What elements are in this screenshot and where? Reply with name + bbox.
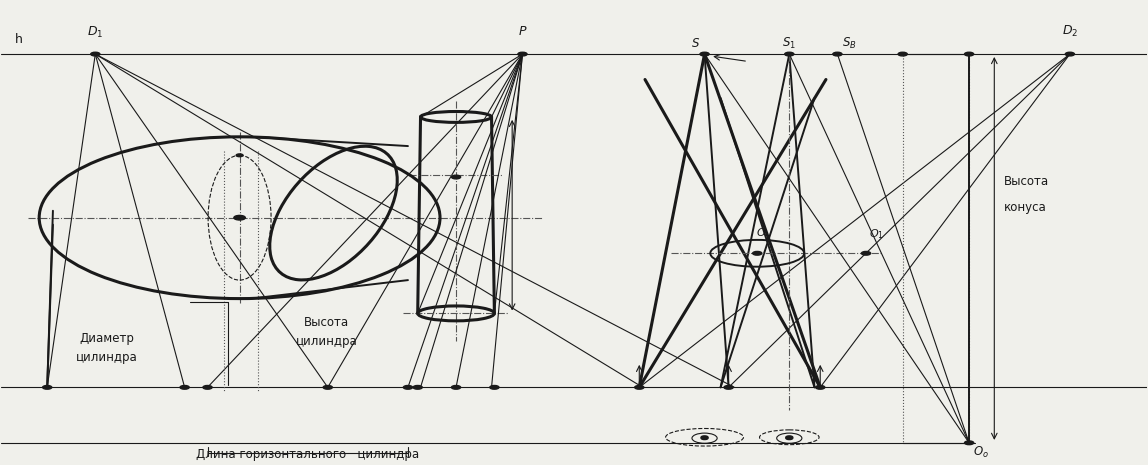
Text: Диаметр: Диаметр bbox=[79, 332, 134, 345]
Circle shape bbox=[786, 437, 793, 439]
Circle shape bbox=[42, 385, 52, 389]
Circle shape bbox=[786, 436, 793, 438]
Text: $D_1$: $D_1$ bbox=[87, 25, 103, 40]
Circle shape bbox=[180, 385, 189, 389]
Text: h: h bbox=[15, 33, 23, 46]
Text: $S_B$: $S_B$ bbox=[841, 36, 856, 52]
Circle shape bbox=[403, 385, 412, 389]
Circle shape bbox=[964, 441, 974, 445]
Text: $S$: $S$ bbox=[691, 37, 700, 50]
Circle shape bbox=[701, 437, 708, 439]
Circle shape bbox=[451, 385, 460, 389]
Text: $O_o$: $O_o$ bbox=[972, 445, 988, 459]
Text: $D_2$: $D_2$ bbox=[1062, 24, 1078, 40]
Circle shape bbox=[234, 215, 246, 220]
Text: Длина горизонтального   цилиндра: Длина горизонтального цилиндра bbox=[195, 448, 419, 461]
Circle shape bbox=[451, 175, 460, 179]
Circle shape bbox=[815, 385, 824, 389]
Circle shape bbox=[898, 52, 907, 56]
Text: $O_1$: $O_1$ bbox=[869, 227, 884, 241]
Circle shape bbox=[701, 436, 708, 438]
Circle shape bbox=[1065, 52, 1075, 56]
Text: цилиндра: цилиндра bbox=[296, 335, 357, 348]
Circle shape bbox=[203, 385, 212, 389]
Circle shape bbox=[518, 52, 527, 56]
Text: $P$: $P$ bbox=[518, 26, 527, 39]
Circle shape bbox=[635, 385, 644, 389]
Text: Высота: Высота bbox=[304, 316, 349, 329]
Circle shape bbox=[324, 385, 333, 389]
Circle shape bbox=[490, 385, 499, 389]
Circle shape bbox=[785, 52, 794, 56]
Text: конуса: конуса bbox=[1003, 200, 1046, 213]
Circle shape bbox=[832, 52, 841, 56]
Circle shape bbox=[413, 385, 422, 389]
Circle shape bbox=[700, 52, 709, 56]
Text: $S_1$: $S_1$ bbox=[782, 36, 797, 52]
Text: $O$: $O$ bbox=[755, 226, 766, 238]
Circle shape bbox=[724, 385, 734, 389]
Circle shape bbox=[236, 154, 243, 157]
Circle shape bbox=[91, 52, 100, 56]
Text: Высота: Высота bbox=[1003, 175, 1048, 188]
Circle shape bbox=[753, 252, 762, 255]
Text: цилиндра: цилиндра bbox=[76, 351, 138, 364]
Circle shape bbox=[861, 252, 870, 255]
Circle shape bbox=[964, 52, 974, 56]
